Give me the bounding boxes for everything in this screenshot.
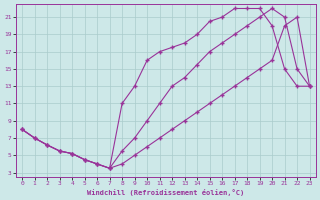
X-axis label: Windchill (Refroidissement éolien,°C): Windchill (Refroidissement éolien,°C) <box>87 189 244 196</box>
